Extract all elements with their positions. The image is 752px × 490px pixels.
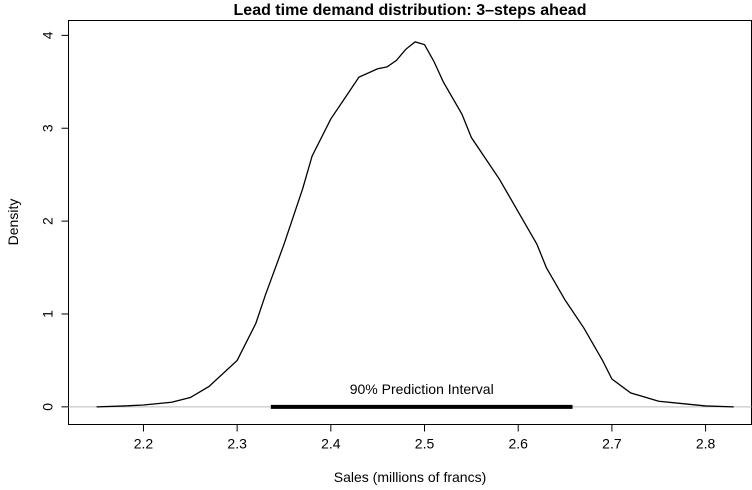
x-tick-label: 2.7 <box>602 436 622 452</box>
y-tick-label: 3 <box>40 124 56 132</box>
y-tick-label: 4 <box>40 31 56 39</box>
y-axis-label: Density <box>5 199 21 246</box>
x-tick-label: 2.2 <box>134 436 154 452</box>
x-axis-label: Sales (millions of francs) <box>334 469 487 485</box>
chart-title: Lead time demand distribution: 3–steps a… <box>234 2 587 19</box>
interval-label: 90% Prediction Interval <box>350 381 494 397</box>
x-tick-label: 2.8 <box>696 436 716 452</box>
y-tick-label: 0 <box>40 403 56 411</box>
x-tick-label: 2.5 <box>415 436 435 452</box>
plot-frame <box>68 20 752 425</box>
x-tick-label: 2.4 <box>321 436 341 452</box>
x-tick-label: 2.6 <box>508 436 528 452</box>
density-line <box>96 41 734 408</box>
y-tick-label: 2 <box>40 217 56 225</box>
y-tick-label: 1 <box>40 310 56 318</box>
x-tick-label: 2.3 <box>227 436 247 452</box>
